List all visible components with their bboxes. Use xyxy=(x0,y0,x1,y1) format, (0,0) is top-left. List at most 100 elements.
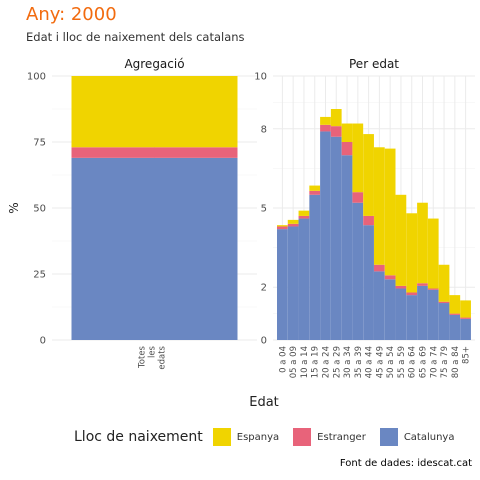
bar-segment-espanya xyxy=(363,134,374,216)
y-tick-label: 25 xyxy=(33,270,46,281)
bar-segment-estranger xyxy=(352,192,364,203)
x-axis-label: Edat xyxy=(249,395,279,410)
bar-segment-espanya xyxy=(374,147,385,265)
x-tick-label: 45 a 49 xyxy=(375,346,385,378)
bar-segment-espanya xyxy=(460,300,471,318)
x-tick-label: 25 a 29 xyxy=(332,346,342,378)
y-tick-label: 8 xyxy=(261,124,267,135)
bar-segment-catalunya xyxy=(330,136,342,340)
chart-title: Any: 2000 xyxy=(26,4,117,25)
bar-segment-espanya xyxy=(438,264,450,302)
bar-segment-espanya xyxy=(277,225,288,227)
bar-segment-catalunya xyxy=(374,271,385,340)
bar-segment-catalunya xyxy=(71,157,238,340)
bar-segment-estranger xyxy=(363,215,374,226)
x-tick-label: 85+ xyxy=(462,346,472,364)
bar-segment-catalunya xyxy=(277,229,288,340)
y-axis-label: % xyxy=(7,202,21,213)
bar-segment-espanya xyxy=(341,123,353,142)
bar-segment-catalunya xyxy=(352,202,364,340)
bar-segment-estranger xyxy=(417,283,428,286)
x-tick-label: 20 a 24 xyxy=(321,346,331,378)
legend-item-catalunya: Catalunya xyxy=(379,428,454,446)
x-tick-label: 30 a 34 xyxy=(343,346,353,378)
bar-segment-espanya xyxy=(449,295,461,314)
bar-segment-estranger xyxy=(341,142,353,156)
bar-segment-catalunya xyxy=(287,226,299,340)
bar-segment-estranger xyxy=(406,292,418,296)
facet-label-0: Agregació xyxy=(124,57,184,71)
x-tick-label: Totes xyxy=(138,345,148,369)
x-tick-label: 40 a 44 xyxy=(365,346,375,378)
bar-segment-espanya xyxy=(330,109,342,127)
x-tick-label: 80 a 84 xyxy=(451,346,461,378)
x-tick-label: 35 a 39 xyxy=(354,346,364,378)
bar-segment-estranger xyxy=(298,215,310,219)
legend-title: Lloc de naixement xyxy=(74,429,203,445)
chart-subtitle: Edat i lloc de naixement dels catalans xyxy=(26,30,245,44)
y-tick-label: 10 xyxy=(254,72,267,83)
legend-swatch-estranger xyxy=(293,428,312,446)
bar-segment-catalunya xyxy=(449,314,461,340)
x-tick-label: 55 a 59 xyxy=(397,346,407,378)
bar-segment-catalunya xyxy=(460,318,471,340)
bar-segment-espanya xyxy=(395,194,407,286)
bar-segment-espanya xyxy=(71,76,238,148)
x-tick-label: les xyxy=(148,345,158,358)
x-tick-label: 70 a 74 xyxy=(429,346,439,378)
x-tick-label: 05 a 09 xyxy=(289,346,299,378)
bar-segment-espanya xyxy=(406,213,418,293)
legend-label-estranger: Estranger xyxy=(317,431,366,443)
legend-swatch-espanya xyxy=(212,428,231,446)
legend-item-estranger: Estranger xyxy=(293,428,366,446)
bar-segment-estranger xyxy=(330,126,342,137)
y-tick-label: 100 xyxy=(27,72,46,83)
bar-segment-catalunya xyxy=(298,218,310,340)
bar-segment-catalunya xyxy=(427,289,439,340)
bar-segment-estranger xyxy=(309,190,321,195)
x-tick-label: 0 a 04 xyxy=(278,346,288,373)
bar-segment-espanya xyxy=(320,116,331,125)
bar-segment-estranger xyxy=(71,147,238,158)
bar-segment-espanya xyxy=(352,123,364,193)
y-tick-label: 75 xyxy=(33,138,46,149)
y-tick-label: 5 xyxy=(261,204,267,215)
legend-label-espanya: Espanya xyxy=(236,431,280,443)
bar-segment-catalunya xyxy=(341,155,353,340)
bar-segment-estranger xyxy=(460,317,471,319)
bar-segment-catalunya xyxy=(309,194,321,340)
bar-segment-espanya xyxy=(427,218,439,289)
bar-segment-espanya xyxy=(287,219,299,224)
legend-swatch-catalunya xyxy=(379,428,398,446)
bar-segment-estranger xyxy=(449,313,461,315)
x-tick-label: 60 a 64 xyxy=(408,346,418,378)
y-tick-label: 50 xyxy=(33,204,46,215)
bar-segment-catalunya xyxy=(320,131,331,340)
bar-segment-catalunya xyxy=(406,295,418,340)
bar-segment-catalunya xyxy=(395,288,407,340)
bar-segment-estranger xyxy=(438,301,450,304)
y-tick-label: 0 xyxy=(261,336,267,347)
y-tick-label: 0 xyxy=(40,336,46,347)
bar-segment-espanya xyxy=(309,185,321,191)
bar-segment-espanya xyxy=(384,148,396,276)
x-tick-label: 10 a 14 xyxy=(300,346,310,378)
bar-segment-catalunya xyxy=(417,285,428,340)
x-tick-label: edats xyxy=(158,345,168,369)
bar-segment-catalunya xyxy=(363,225,374,340)
facet-label-1: Per edat xyxy=(349,57,399,71)
x-tick-label: 65 a 69 xyxy=(418,346,428,378)
bar-segment-estranger xyxy=(374,264,385,272)
x-tick-label: 15 a 19 xyxy=(311,346,321,378)
bar-segment-estranger xyxy=(384,275,396,280)
legend-item-espanya: Espanya xyxy=(212,428,280,446)
source-caption: Font de dades: idescat.cat xyxy=(339,458,472,469)
bar-segment-estranger xyxy=(427,288,439,290)
bar-segment-estranger xyxy=(287,223,299,227)
bar-segment-espanya xyxy=(298,210,310,216)
x-tick-label: 50 a 54 xyxy=(386,346,396,378)
bar-segment-estranger xyxy=(395,285,407,289)
bar-segment-catalunya xyxy=(438,303,450,340)
bar-segment-catalunya xyxy=(384,279,396,340)
